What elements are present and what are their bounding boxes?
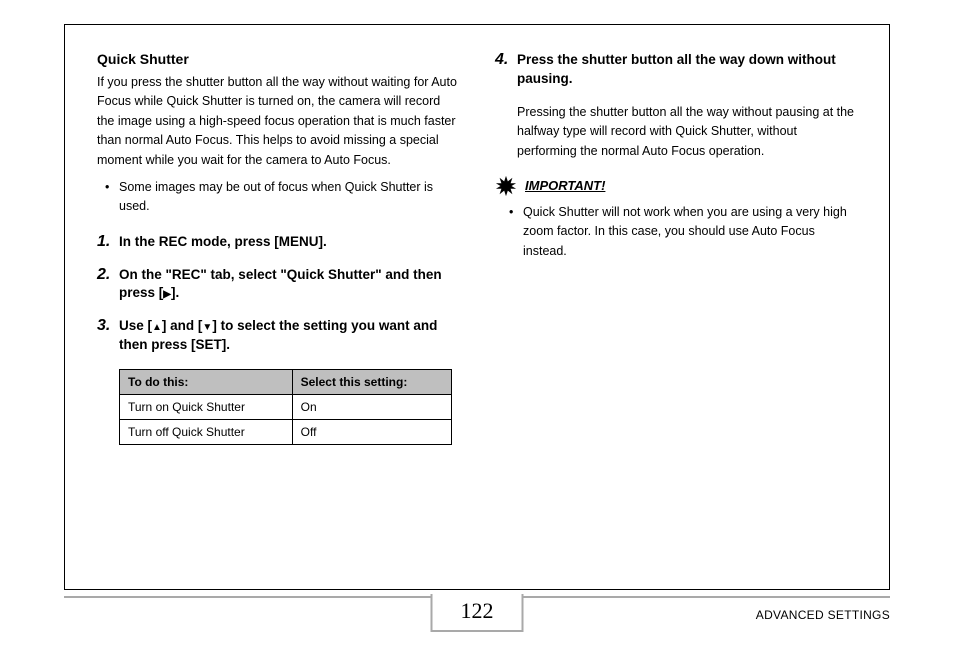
important-label: IMPORTANT! [525, 178, 605, 193]
step-text: Press the shutter button all the way dow… [517, 51, 857, 89]
step-4: 4. Press the shutter button all the way … [495, 51, 857, 89]
page-content-frame: Quick Shutter If you press the shutter b… [64, 24, 890, 590]
step-number: 2. [97, 266, 119, 304]
step-text: Use [] and [] to select the setting you … [119, 317, 459, 355]
important-header: IMPORTANT! [495, 175, 857, 197]
burst-icon [495, 175, 517, 197]
important-list: Quick Shutter will not work when you are… [509, 203, 857, 261]
step-text-part: ]. [171, 285, 179, 300]
table-row: Turn on Quick Shutter On [120, 395, 452, 420]
intro-paragraph: If you press the shutter button all the … [97, 73, 459, 170]
step-text: In the REC mode, press [MENU]. [119, 233, 459, 252]
note-item: Some images may be out of focus when Qui… [105, 178, 459, 217]
left-column: Quick Shutter If you press the shutter b… [87, 51, 477, 567]
step-number: 1. [97, 233, 119, 252]
step-3: 3. Use [] and [] to select the setting y… [97, 317, 459, 355]
table-cell: On [292, 395, 451, 420]
page-footer: 122 ADVANCED SETTINGS [64, 596, 890, 640]
triangle-up-icon [152, 318, 162, 333]
page-number: 122 [431, 594, 524, 632]
table-header-row: To do this: Select this setting: [120, 370, 452, 395]
footer-section-label: ADVANCED SETTINGS [756, 608, 890, 622]
important-item: Quick Shutter will not work when you are… [509, 203, 857, 261]
table-row: Turn off Quick Shutter Off [120, 420, 452, 445]
step-text: On the "REC" tab, select "Quick Shutter"… [119, 266, 459, 304]
triangle-down-icon [202, 318, 212, 333]
step-number: 3. [97, 317, 119, 355]
step-text-part: ] and [ [162, 318, 203, 333]
step-2: 2. On the "REC" tab, select "Quick Shutt… [97, 266, 459, 304]
triangle-right-icon [163, 285, 171, 300]
right-column: 4. Press the shutter button all the way … [477, 51, 867, 567]
table-header-cell: Select this setting: [292, 370, 451, 395]
two-column-layout: Quick Shutter If you press the shutter b… [65, 25, 889, 589]
section-heading: Quick Shutter [97, 51, 459, 67]
table-cell: Off [292, 420, 451, 445]
step-body: Pressing the shutter button all the way … [517, 103, 857, 161]
settings-table: To do this: Select this setting: Turn on… [119, 369, 452, 445]
step-text-part: Use [ [119, 318, 152, 333]
step-1: 1. In the REC mode, press [MENU]. [97, 233, 459, 252]
table-cell: Turn on Quick Shutter [120, 395, 293, 420]
table-cell: Turn off Quick Shutter [120, 420, 293, 445]
note-list: Some images may be out of focus when Qui… [105, 178, 459, 217]
table-header-cell: To do this: [120, 370, 293, 395]
step-number: 4. [495, 51, 517, 89]
